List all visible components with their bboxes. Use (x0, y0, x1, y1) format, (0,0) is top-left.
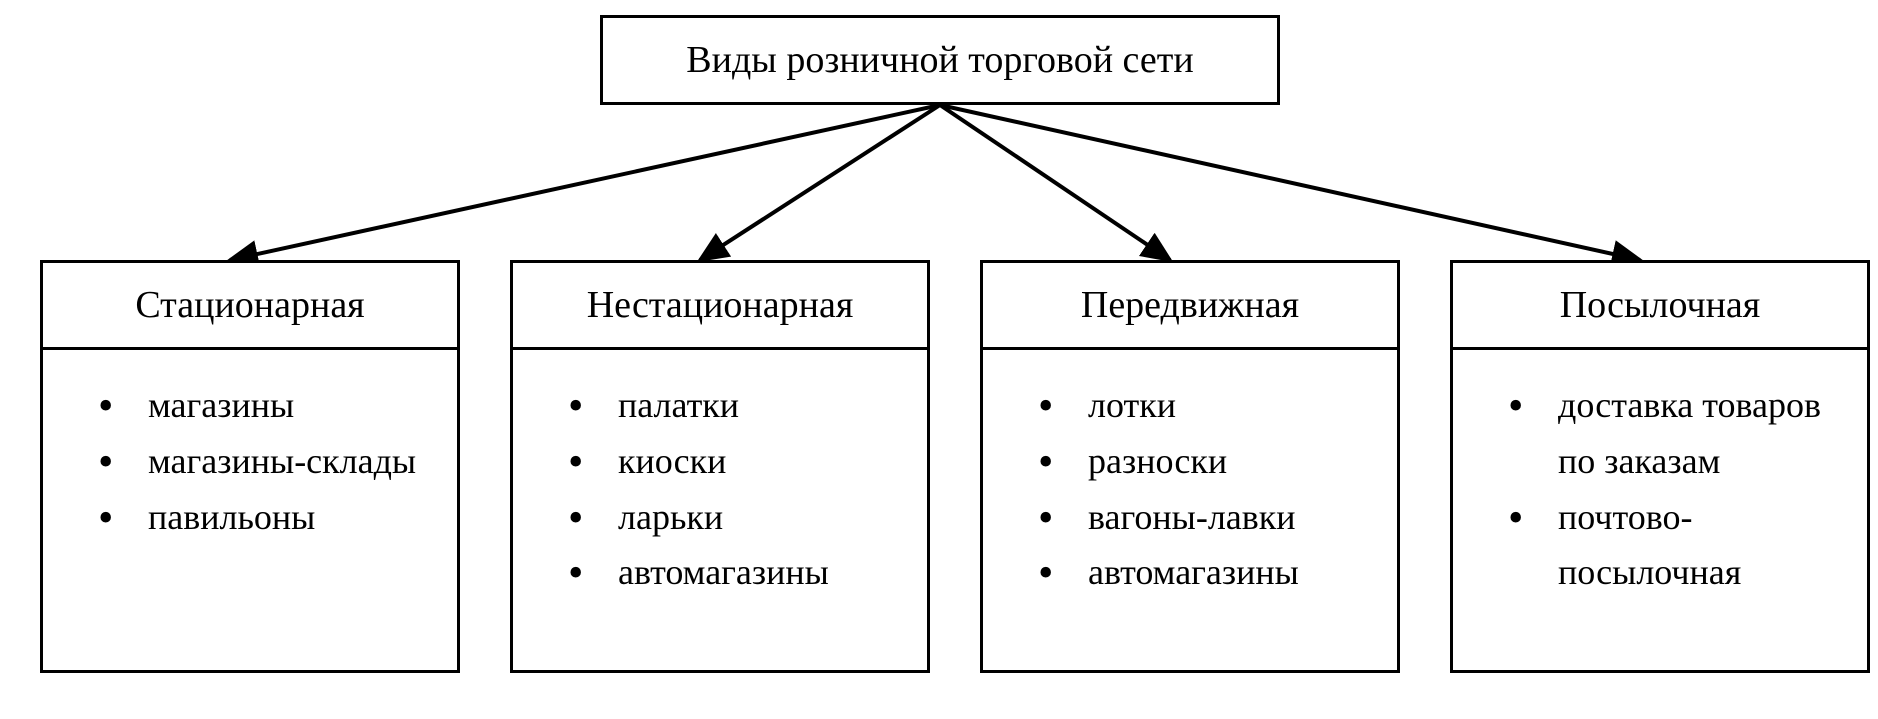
category-items-3: доставка товаров по заказампочтово-посыл… (1453, 350, 1867, 670)
category-box-0: Стационарнаямагазинымагазины-складыпавил… (40, 260, 460, 673)
category-title-3: Посылочная (1453, 263, 1867, 350)
list-item: магазины-склады (98, 434, 427, 490)
root-label: Виды розничной торговой сети (686, 38, 1193, 82)
list-item: вагоны-лавки (1038, 490, 1367, 546)
list-item: лотки (1038, 378, 1367, 434)
list-item: ларьки (568, 490, 897, 546)
list-item: киоски (568, 434, 897, 490)
arrow-lines (230, 105, 1640, 260)
category-items-2: лоткиразноскивагоны-лавкиавтомагазины (983, 350, 1397, 670)
list-item: палатки (568, 378, 897, 434)
category-box-2: Передвижнаялоткиразноскивагоны-лавкиавто… (980, 260, 1400, 673)
arrow-1 (700, 105, 940, 260)
category-box-3: Посылочнаядоставка товаров по заказампоч… (1450, 260, 1870, 673)
list-item: павильоны (98, 490, 427, 546)
category-title-1: Нестационарная (513, 263, 927, 350)
list-item: доставка товаров по заказам (1508, 378, 1837, 490)
category-box-1: Нестационарнаяпалаткикиоскиларькиавтомаг… (510, 260, 930, 673)
category-title-0: Стационарная (43, 263, 457, 350)
list-item: почтово-посылочная (1508, 490, 1837, 602)
diagram-container: Виды розничной торговой сети Стационарна… (0, 0, 1878, 719)
arrow-0 (230, 105, 940, 260)
list-item: автомагазины (1038, 545, 1367, 601)
list-item: магазины (98, 378, 427, 434)
arrow-2 (940, 105, 1170, 260)
category-title-2: Передвижная (983, 263, 1397, 350)
root-node: Виды розничной торговой сети (600, 15, 1280, 105)
list-item: разноски (1038, 434, 1367, 490)
category-items-1: палаткикиоскиларькиавтомагазины (513, 350, 927, 670)
category-items-0: магазинымагазины-складыпавильоны (43, 350, 457, 670)
arrow-3 (940, 105, 1640, 260)
list-item: автомагазины (568, 545, 897, 601)
